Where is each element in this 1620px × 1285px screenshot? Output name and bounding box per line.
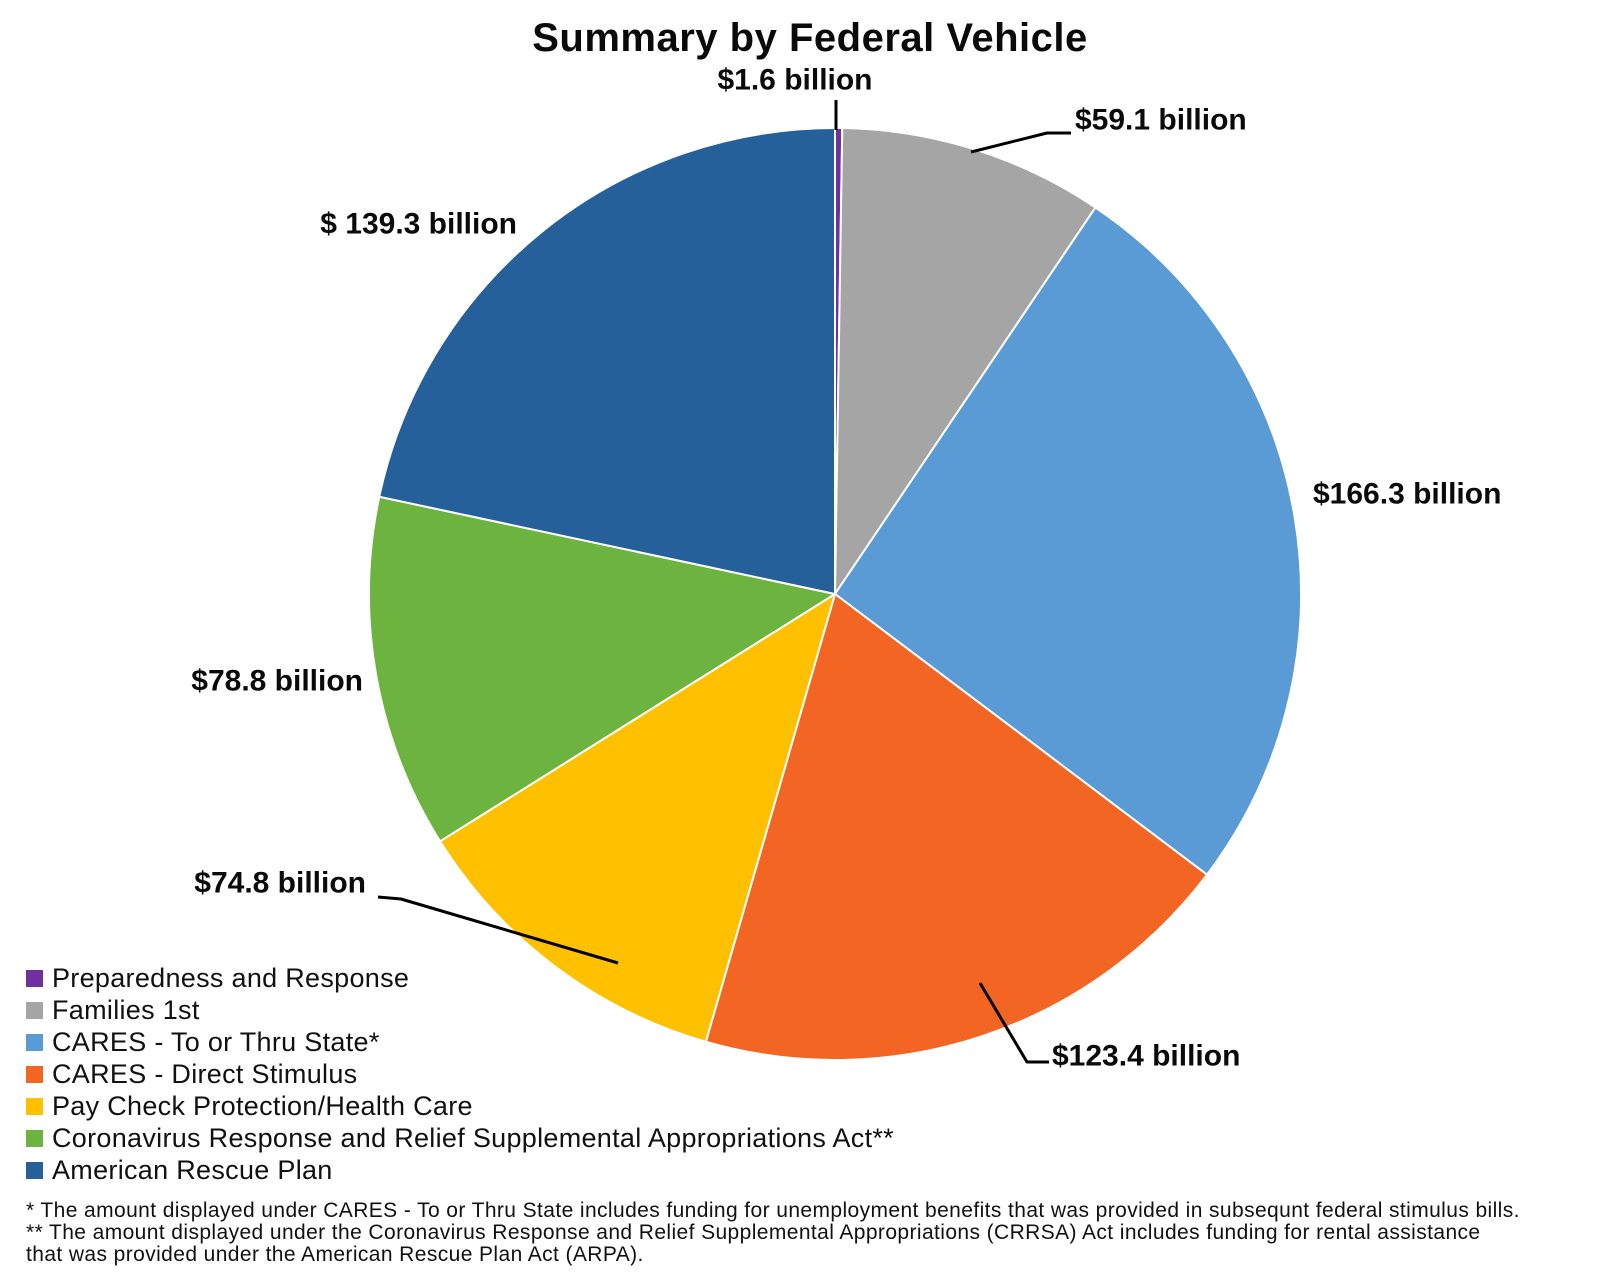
legend-item-preparedness-and-response: Preparedness and Response [26, 962, 894, 994]
leader-line-cares-direct-stimulus [978, 982, 1049, 1064]
pie-slice-coronavirus-response-and-relief-supplemental-appropriations-act [368, 495, 836, 843]
legend-label: Coronavirus Response and Relief Suppleme… [52, 1122, 894, 1153]
pie-slice-families-1st [834, 127, 1097, 595]
footnote: that was provided under the American Res… [26, 1243, 644, 1266]
leader-line-families-1st [970, 131, 1071, 154]
legend-label: CARES - To or Thru State* [52, 1026, 380, 1057]
legend-label: CARES - Direct Stimulus [52, 1058, 358, 1089]
value-label-pay-check-protection-health-care: $74.8 billion [194, 867, 366, 900]
legend-swatch-icon [26, 1097, 43, 1115]
legend-swatch-icon [26, 1001, 43, 1019]
footnote: ** The amount displayed under the Corona… [26, 1221, 1481, 1244]
legend-item-cares-to-or-thru-state: CARES - To or Thru State* [26, 1026, 894, 1058]
value-label-families-1st: $59.1 billion [1075, 104, 1247, 137]
footnotes: * The amount displayed under CARES - To … [26, 1200, 1606, 1266]
legend: Preparedness and Response Families 1st CAR… [26, 962, 894, 1186]
pie-slice-cares-to-or-thru-state [834, 206, 1302, 876]
chart-title: Summary by Federal Vehicle [532, 16, 1088, 60]
legend-item-coronavirus-response-and-relief-supplemental-appropriations-act: Coronavirus Response and Relief Suppleme… [26, 1122, 894, 1154]
footnote: * The amount displayed under CARES - To … [26, 1199, 1520, 1222]
legend-swatch-icon [26, 1161, 43, 1179]
value-label-cares-to-or-thru-state: $166.3 billion [1313, 478, 1501, 511]
pie-slice-american-rescue-plan [378, 127, 836, 595]
value-label-preparedness-and-response: $1.6 billion [717, 64, 872, 97]
legend-label: Preparedness and Response [52, 962, 410, 993]
pie-slice-cares-direct-stimulus [704, 593, 1209, 1061]
value-label-american-rescue-plan: $ 139.3 billion [320, 208, 517, 241]
value-label-cares-direct-stimulus: $123.4 billion [1052, 1040, 1240, 1073]
legend-label: Pay Check Protection/Health Care [52, 1090, 473, 1121]
legend-label: Families 1st [52, 994, 200, 1025]
legend-swatch-icon [26, 1129, 43, 1147]
legend-swatch-icon [26, 1033, 43, 1051]
legend-item-families-1st: Families 1st [26, 994, 894, 1026]
legend-item-pay-check-protection-health-care: Pay Check Protection/Health Care [26, 1090, 894, 1122]
leader-line-pay-check-protection-health-care [377, 895, 619, 965]
pie-slice-pay-check-protection-health-care [439, 593, 836, 1043]
value-label-coronavirus-response-and-relief-supplemental-appropriations-act: $78.8 billion [191, 665, 363, 698]
legend-label: American Rescue Plan [52, 1154, 333, 1185]
legend-item-cares-direct-stimulus: CARES - Direct Stimulus [26, 1058, 894, 1090]
legend-item-american-rescue-plan: American Rescue Plan [26, 1154, 894, 1186]
legend-swatch-icon [26, 969, 43, 987]
legend-swatch-icon [26, 1065, 43, 1083]
